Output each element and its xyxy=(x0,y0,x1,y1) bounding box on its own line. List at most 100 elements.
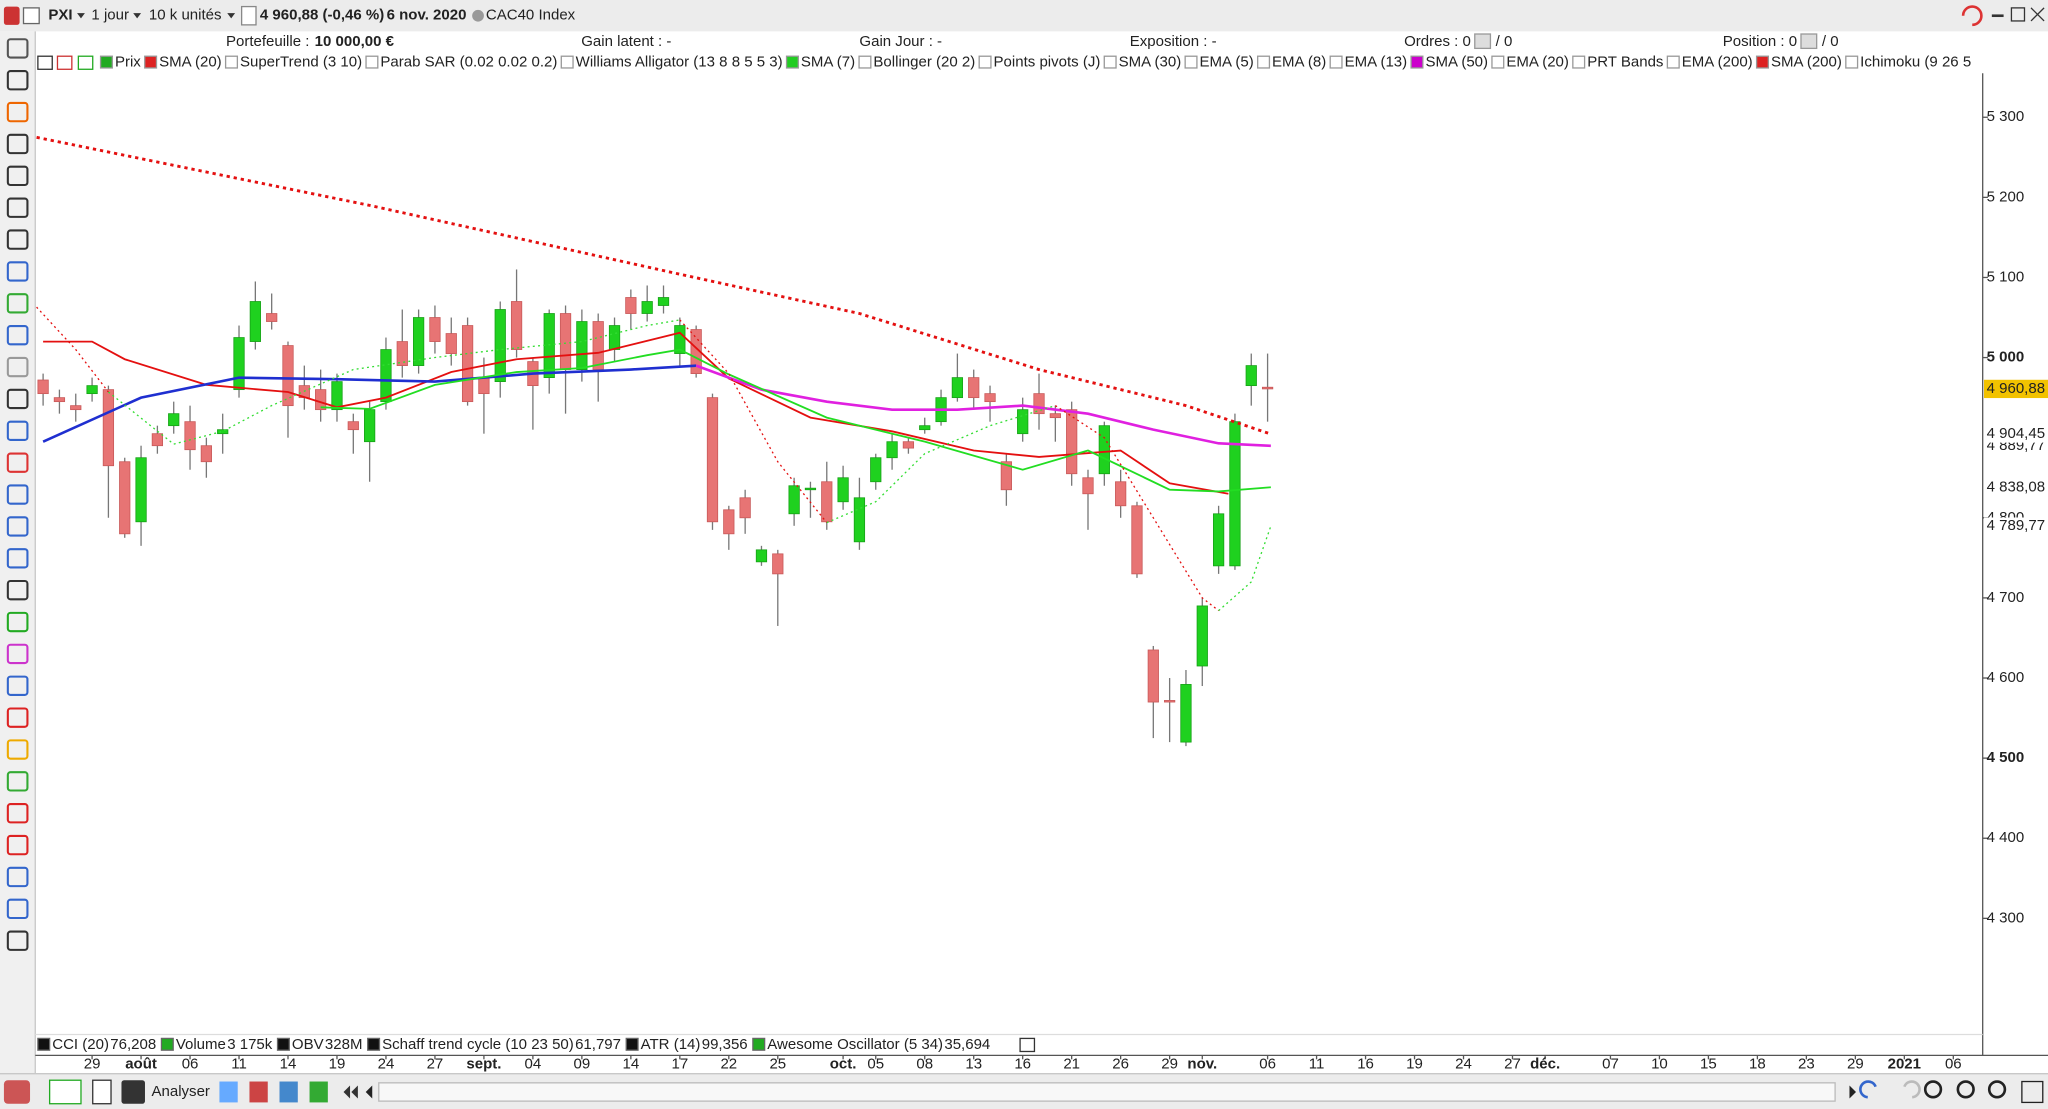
panel-name[interactable]: Schaff trend cycle (10 23 50) xyxy=(382,1036,574,1053)
indicator-checkbox[interactable] xyxy=(1755,55,1770,69)
indicator-label[interactable]: EMA (20) xyxy=(1506,54,1569,71)
scroll-left[interactable] xyxy=(365,1085,373,1099)
draw-icon[interactable] xyxy=(92,1079,112,1105)
dropdown-arrow[interactable] xyxy=(133,13,142,19)
indicator-label[interactable]: SMA (20) xyxy=(159,54,222,71)
panel-swatch[interactable] xyxy=(367,1037,381,1051)
undo-icon[interactable] xyxy=(1859,1080,1877,1099)
indicator-checkbox[interactable] xyxy=(785,55,799,69)
tool-icon[interactable] xyxy=(6,197,29,218)
zoom-in-icon[interactable] xyxy=(1987,1080,2007,1099)
indicator-checkbox[interactable] xyxy=(224,55,239,69)
indicator-icon[interactable] xyxy=(48,1079,82,1105)
indicator-label[interactable]: SuperTrend (3 10) xyxy=(240,54,362,71)
indicator-checkbox[interactable] xyxy=(365,55,379,69)
tool-icon[interactable] xyxy=(6,643,29,665)
tool-icon[interactable] xyxy=(6,388,29,410)
tool-icon[interactable] xyxy=(6,420,29,441)
tool-icon[interactable] xyxy=(6,165,29,187)
tool-icon[interactable] xyxy=(6,356,29,378)
analyse-button[interactable]: Analyser xyxy=(152,1083,210,1100)
indicator-label[interactable]: EMA (13) xyxy=(1345,54,1408,71)
info-icon[interactable] xyxy=(240,5,257,26)
tool-icon[interactable] xyxy=(6,803,29,824)
indicator-checkbox[interactable] xyxy=(560,55,574,69)
tool-icon[interactable] xyxy=(6,261,29,282)
down-icon[interactable] xyxy=(56,55,73,70)
tool-icon[interactable] xyxy=(6,70,29,91)
panel-icon[interactable] xyxy=(1019,1037,1036,1053)
indicator-label[interactable]: EMA (8) xyxy=(1272,54,1326,71)
indicator-checkbox[interactable] xyxy=(1666,55,1680,69)
position-icon[interactable] xyxy=(1800,33,1818,50)
indicator-checkbox[interactable] xyxy=(1845,55,1859,69)
indicator-label[interactable]: Points pivots (J) xyxy=(994,54,1101,71)
dropdown-arrow[interactable] xyxy=(227,13,236,19)
refresh-icon[interactable] xyxy=(1961,5,1983,27)
tool-icon[interactable] xyxy=(6,293,29,314)
minimize-icon[interactable] xyxy=(1991,14,2004,18)
tool-icon[interactable] xyxy=(309,1081,328,1103)
panel-name[interactable]: Volume xyxy=(176,1036,226,1053)
panel-name[interactable]: OBV xyxy=(292,1036,324,1053)
indicator-label[interactable]: EMA (5) xyxy=(1200,54,1254,71)
indicator-label[interactable]: SMA (30) xyxy=(1119,54,1182,71)
tool-icon[interactable] xyxy=(6,739,29,760)
maximize-icon[interactable] xyxy=(2010,7,2026,22)
tool-icon[interactable] xyxy=(6,133,29,155)
tool-icon[interactable] xyxy=(6,516,29,537)
indicator-checkbox[interactable] xyxy=(1184,55,1198,69)
indicator-checkbox[interactable] xyxy=(1329,55,1343,69)
tool-icon[interactable] xyxy=(6,101,29,123)
tool-icon[interactable] xyxy=(6,579,29,601)
panel-name[interactable]: Awesome Oscillator (5 34) xyxy=(767,1036,943,1053)
tool-icon[interactable] xyxy=(219,1081,238,1103)
tool-icon[interactable] xyxy=(6,707,29,728)
indicator-checkbox[interactable] xyxy=(144,55,158,69)
indicator-label[interactable]: SMA (7) xyxy=(801,54,855,71)
period[interactable]: 1 jour xyxy=(91,7,129,24)
tool-icon[interactable] xyxy=(6,866,29,888)
panel-name[interactable]: ATR (14) xyxy=(641,1036,701,1053)
indicator-label[interactable]: Ichimoku (9 26 5 xyxy=(1860,54,1971,71)
indicator-label[interactable]: SMA (50) xyxy=(1425,54,1488,71)
scrollbar[interactable] xyxy=(378,1082,1836,1102)
indicator-label[interactable]: Prix xyxy=(115,54,141,71)
indicator-label[interactable]: Parab SAR (0.02 0.02 0.2) xyxy=(380,54,557,71)
dropdown-arrow[interactable] xyxy=(77,13,85,19)
tool-icon[interactable] xyxy=(6,229,29,250)
indicator-checkbox[interactable] xyxy=(858,55,872,69)
panel-swatch[interactable] xyxy=(752,1037,766,1051)
window-icon[interactable] xyxy=(22,7,40,25)
tool-icon[interactable] xyxy=(6,325,29,346)
indicator-label[interactable]: Williams Alligator (13 8 8 5 5 3) xyxy=(576,54,783,71)
zoom-icon[interactable] xyxy=(1923,1080,1943,1099)
tool-icon[interactable] xyxy=(6,930,29,951)
tool-icon[interactable] xyxy=(6,611,29,633)
scroll-right[interactable] xyxy=(1849,1085,1856,1099)
tool-icon[interactable] xyxy=(6,898,29,920)
panel-swatch[interactable] xyxy=(625,1037,639,1051)
zoom-out-icon[interactable] xyxy=(1956,1080,1975,1099)
units[interactable]: 10 k unités xyxy=(149,7,222,24)
panel-swatch[interactable] xyxy=(37,1037,51,1051)
indicator-checkbox[interactable] xyxy=(978,55,992,69)
tool-icon[interactable] xyxy=(6,38,29,59)
indicator-label[interactable]: PRT Bands xyxy=(1587,54,1663,71)
fit-icon[interactable] xyxy=(2021,1080,2044,1104)
tool-icon[interactable] xyxy=(6,771,29,792)
indicator-checkbox[interactable] xyxy=(1572,55,1586,69)
indicator-label[interactable]: Bollinger (20 2) xyxy=(873,54,975,71)
panel-name[interactable]: CCI (20) xyxy=(52,1036,109,1053)
symbol[interactable]: PXI xyxy=(48,7,72,24)
tool-icon[interactable] xyxy=(6,548,29,569)
indicator-checkbox[interactable] xyxy=(1103,55,1117,69)
app-icon[interactable] xyxy=(3,6,20,25)
tool-icon[interactable] xyxy=(6,484,29,505)
tool-icon[interactable] xyxy=(249,1081,268,1103)
indicator-label[interactable]: SMA (200) xyxy=(1771,54,1842,71)
orders-icon[interactable] xyxy=(1474,33,1492,50)
indicator-checkbox[interactable] xyxy=(1410,55,1424,69)
indicator-checkbox[interactable] xyxy=(99,55,113,69)
indicator-checkbox[interactable] xyxy=(1257,55,1271,69)
